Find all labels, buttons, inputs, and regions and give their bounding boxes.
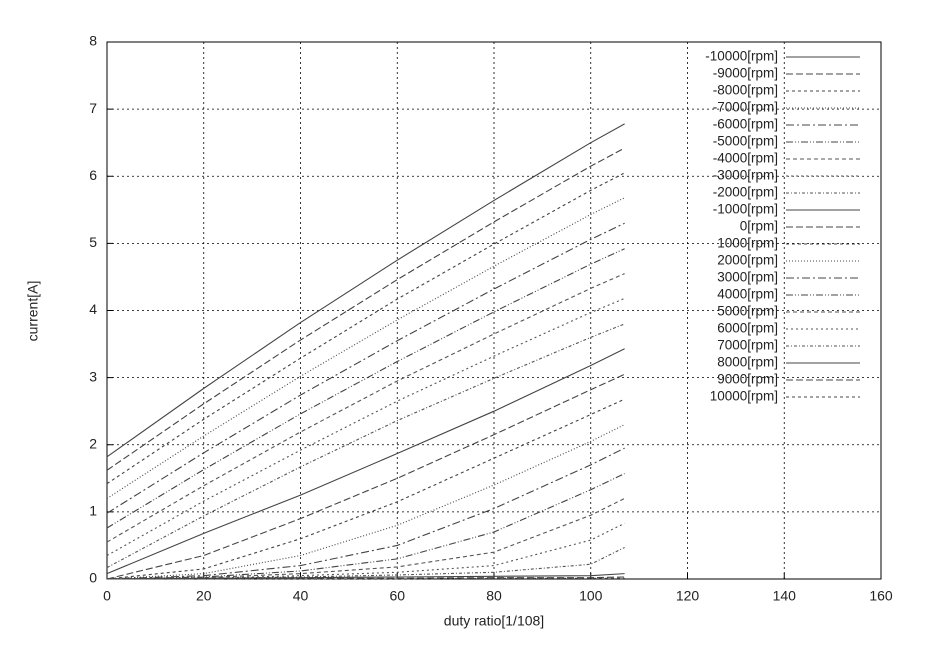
x-axis-label: duty ratio[1/108] xyxy=(444,613,544,629)
legend-label: 1000[rpm] xyxy=(717,236,778,251)
series-line xyxy=(106,447,625,580)
legend-label: 2000[rpm] xyxy=(717,253,778,268)
y-tick-label: 5 xyxy=(89,234,97,250)
legend-label: -8000[rpm] xyxy=(713,83,778,98)
legend-label: 8000[rpm] xyxy=(717,355,778,370)
series-line xyxy=(106,123,625,458)
legend-label: 4000[rpm] xyxy=(717,287,778,302)
y-tick-label: 1 xyxy=(89,503,97,519)
series-line xyxy=(106,373,625,580)
series-line xyxy=(106,323,625,569)
x-tick-label: 160 xyxy=(869,588,893,604)
series-line xyxy=(106,348,625,575)
x-tick-label: 20 xyxy=(196,588,212,604)
legend-label: -4000[rpm] xyxy=(713,151,778,166)
legend-label: -7000[rpm] xyxy=(713,100,778,115)
legend-label: 6000[rpm] xyxy=(717,321,778,336)
plot-frame xyxy=(106,41,882,580)
series-line xyxy=(106,497,625,580)
legend-label: 7000[rpm] xyxy=(717,338,778,353)
legend-label: 10000[rpm] xyxy=(710,389,778,404)
x-tick-label: 60 xyxy=(389,588,405,604)
series-line xyxy=(106,424,625,580)
x-tick-label: 120 xyxy=(676,588,700,604)
y-tick-label: 4 xyxy=(89,301,97,317)
legend-label: -2000[rpm] xyxy=(713,185,778,200)
x-tick-label: 0 xyxy=(103,588,111,604)
series-line xyxy=(106,473,625,580)
legend-label: 0[rpm] xyxy=(740,219,778,234)
legend-label: 3000[rpm] xyxy=(717,270,778,285)
y-tick-label: 8 xyxy=(89,33,97,49)
legend-label: 9000[rpm] xyxy=(717,372,778,387)
series-line xyxy=(106,197,625,499)
series-line xyxy=(106,147,625,471)
x-tick-label: 100 xyxy=(579,588,603,604)
y-tick-label: 6 xyxy=(89,167,97,183)
y-tick-label: 2 xyxy=(89,435,97,451)
series-line xyxy=(106,297,625,556)
y-tick-label: 3 xyxy=(89,368,97,384)
legend-label: -6000[rpm] xyxy=(713,117,778,132)
series-line xyxy=(106,573,625,580)
y-tick-label: 7 xyxy=(89,100,97,116)
series-line xyxy=(106,222,625,514)
legend-label: -9000[rpm] xyxy=(713,66,778,81)
legend-label: -10000[rpm] xyxy=(705,49,778,64)
legend-label: 5000[rpm] xyxy=(717,304,778,319)
series-line xyxy=(106,273,625,543)
series-line xyxy=(106,398,625,580)
legend: -10000[rpm] -9000[rpm] -8000[rpm] -7000[rpm… xyxy=(705,49,860,404)
y-axis-label: current[A] xyxy=(25,281,41,342)
x-tick-label: 140 xyxy=(773,588,797,604)
legend-label: -5000[rpm] xyxy=(713,134,778,149)
x-tick-label: 40 xyxy=(293,588,309,604)
series-line xyxy=(106,172,625,485)
series-line xyxy=(107,577,625,580)
x-tick-label: 80 xyxy=(486,588,502,604)
legend-label: -3000[rpm] xyxy=(713,168,778,183)
y-tick-label: 0 xyxy=(89,570,97,586)
legend-label: -1000[rpm] xyxy=(713,202,778,217)
series-line xyxy=(106,248,625,529)
